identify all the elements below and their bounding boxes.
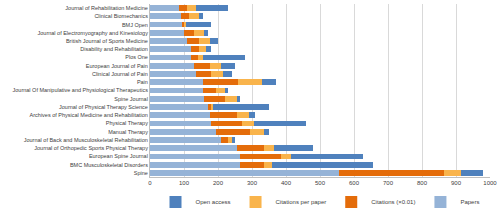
svg-text:Citations (×0.01): Citations (×0.01) (371, 199, 415, 205)
svg-text:Plos One: Plos One (125, 54, 148, 60)
svg-text:600: 600 (349, 180, 360, 186)
svg-text:Spine Journal: Spine Journal (114, 96, 148, 102)
svg-text:0: 0 (148, 180, 152, 186)
svg-text:Archives of Physical Medicine: Archives of Physical Medicine and Rehabi… (30, 112, 148, 118)
svg-text:Disability and Rehabilitation: Disability and Rehabilitation (80, 46, 148, 52)
svg-text:400: 400 (281, 180, 292, 186)
svg-text:500: 500 (315, 180, 326, 186)
svg-text:Journal of Electromyography an: Journal of Electromyography and Kinesiol… (38, 30, 149, 36)
svg-text:Journal Of Manipulative and Ph: Journal Of Manipulative and Physiologica… (13, 87, 149, 93)
svg-text:700: 700 (383, 180, 394, 186)
svg-text:European Spine Journal: European Spine Journal (89, 153, 148, 159)
svg-text:Pain: Pain (137, 79, 148, 85)
svg-text:Journal of Physical Therapy Sc: Journal of Physical Therapy Science (59, 104, 148, 110)
svg-text:Papers: Papers (460, 199, 479, 205)
svg-text:European Journal of Pain: European Journal of Pain (86, 63, 148, 69)
svg-text:300: 300 (247, 180, 258, 186)
svg-text:Clinical Journal of Pain: Clinical Journal of Pain (92, 71, 148, 77)
svg-text:Open access: Open access (196, 199, 231, 205)
svg-text:100: 100 (179, 180, 190, 186)
svg-text:BMJ Open: BMJ Open (122, 22, 148, 28)
svg-text:800: 800 (417, 180, 428, 186)
svg-text:1000: 1000 (483, 180, 497, 186)
svg-text:Spine: Spine (134, 170, 148, 176)
svg-text:Journal of Back and Musculoske: Journal of Back and Musculoskeletal Reha… (24, 137, 148, 143)
svg-text:Journal of Rehabilitation Medi: Journal of Rehabilitation Medicine (65, 5, 148, 11)
svg-text:BMC Musculoskeletal Disorders: BMC Musculoskeletal Disorders (70, 162, 148, 168)
svg-text:Journal of Orthopedic Sports P: Journal of Orthopedic Sports Physical Th… (34, 145, 148, 151)
svg-text:Clinical Biomechanics: Clinical Biomechanics (94, 13, 148, 19)
svg-text:200: 200 (213, 180, 224, 186)
svg-text:Citations per paper: Citations per paper (276, 199, 327, 205)
svg-text:British Journal of Sports Medi: British Journal of Sports Medicine (66, 38, 148, 44)
svg-text:900: 900 (451, 180, 462, 186)
svg-text:Physical Therapy: Physical Therapy (106, 120, 148, 126)
svg-text:Manual Therapy: Manual Therapy (108, 129, 148, 135)
